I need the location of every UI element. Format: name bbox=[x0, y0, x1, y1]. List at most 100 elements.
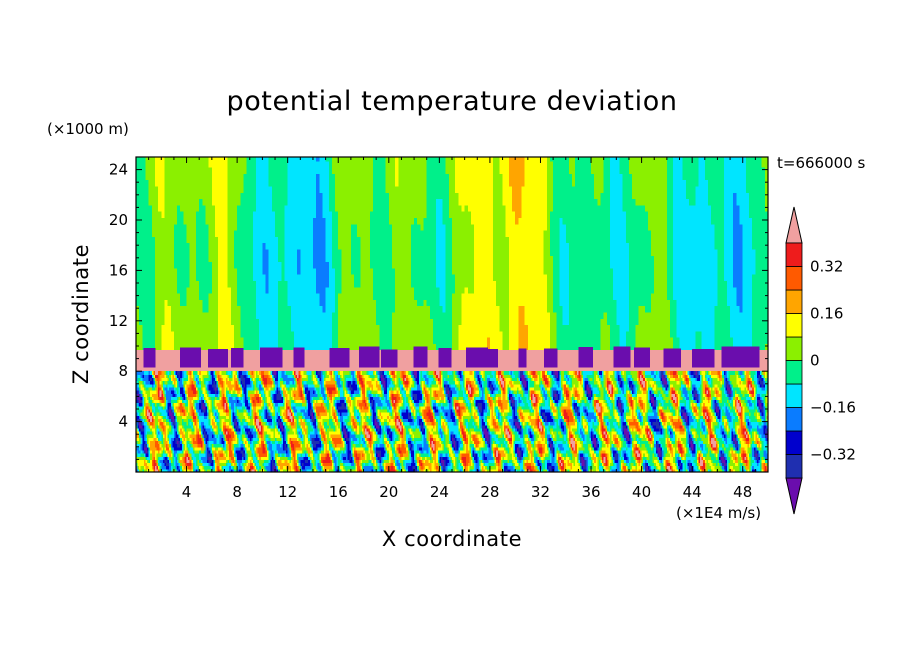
heatmap-cell bbox=[401, 236, 406, 244]
heatmap-cell bbox=[350, 337, 355, 344]
heatmap-cell bbox=[199, 330, 203, 338]
heatmap-cell bbox=[477, 217, 481, 225]
heatmap-cell bbox=[271, 293, 276, 300]
heatmap-cell bbox=[306, 173, 311, 181]
heatmap-cell bbox=[322, 198, 327, 206]
heatmap-cell bbox=[480, 337, 485, 344]
heatmap-cell bbox=[594, 167, 598, 174]
heatmap-cell bbox=[417, 280, 421, 288]
heatmap-cell bbox=[426, 167, 431, 174]
heatmap-cell bbox=[410, 204, 415, 212]
heatmap-cell bbox=[357, 173, 361, 181]
heatmap-cell bbox=[341, 204, 346, 212]
heatmap-cell bbox=[373, 157, 377, 162]
heatmap-cell bbox=[148, 167, 153, 174]
heatmap-cell bbox=[379, 293, 383, 300]
heatmap-cell bbox=[243, 204, 248, 212]
heatmap-cell bbox=[508, 204, 513, 212]
heatmap-cell bbox=[373, 204, 377, 212]
heatmap-cell bbox=[562, 330, 567, 338]
heatmap-cell bbox=[600, 261, 605, 269]
heatmap-cell bbox=[158, 261, 162, 269]
heatmap-cell bbox=[218, 173, 222, 181]
heatmap-cell bbox=[442, 248, 447, 256]
heatmap-cell bbox=[192, 192, 197, 200]
heatmap-cell bbox=[575, 211, 579, 218]
heatmap-cell bbox=[505, 157, 510, 162]
heatmap-field bbox=[136, 157, 768, 472]
heatmap-cell bbox=[534, 318, 538, 326]
heatmap-cell bbox=[584, 318, 589, 326]
heatmap-cell bbox=[218, 192, 222, 200]
heatmap-cell bbox=[410, 337, 415, 344]
heatmap-cell bbox=[568, 286, 573, 294]
heatmap-cell bbox=[183, 248, 188, 256]
heatmap-cell bbox=[486, 223, 491, 231]
heatmap-cell bbox=[186, 318, 191, 326]
heatmap-cell bbox=[347, 261, 352, 269]
heatmap-cell bbox=[341, 217, 346, 225]
heatmap-cell bbox=[278, 167, 282, 174]
heatmap-cell bbox=[388, 280, 393, 288]
heatmap-cell bbox=[398, 223, 402, 231]
heatmap-cell bbox=[461, 248, 466, 256]
heatmap-cell bbox=[597, 217, 602, 225]
heatmap-cell bbox=[603, 280, 608, 288]
heatmap-cell bbox=[575, 173, 579, 181]
heatmap-cell bbox=[436, 157, 440, 162]
heatmap-cell bbox=[199, 157, 203, 162]
heatmap-cell bbox=[284, 236, 289, 244]
heatmap-cell bbox=[562, 173, 567, 181]
heatmap-cell bbox=[325, 261, 330, 269]
heatmap-cell bbox=[322, 217, 327, 225]
heatmap-cell bbox=[281, 192, 286, 200]
heatmap-cell bbox=[496, 337, 500, 344]
heatmap-cell bbox=[442, 318, 447, 326]
heatmap-cell bbox=[218, 160, 222, 168]
heatmap-cell bbox=[139, 192, 143, 200]
heatmap-cell bbox=[628, 305, 633, 313]
heatmap-cell bbox=[622, 185, 627, 193]
heatmap-cell bbox=[455, 318, 459, 326]
heatmap-cell bbox=[445, 242, 450, 250]
heatmap-cell bbox=[606, 167, 611, 174]
heatmap-cell bbox=[360, 324, 365, 332]
heatmap-cell bbox=[227, 217, 232, 225]
heatmap-cell bbox=[568, 261, 573, 269]
heatmap-cell bbox=[559, 280, 564, 288]
heatmap-cell bbox=[537, 242, 541, 250]
heatmap-cell bbox=[281, 198, 286, 206]
heatmap-cell bbox=[180, 192, 184, 200]
heatmap-cell bbox=[328, 324, 333, 332]
heatmap-cell bbox=[540, 217, 545, 225]
heatmap-cell bbox=[565, 185, 570, 193]
heatmap-cell bbox=[186, 204, 191, 212]
heatmap-cell bbox=[319, 242, 323, 250]
heatmap-cell bbox=[344, 343, 349, 351]
heatmap-cell bbox=[568, 311, 573, 319]
heatmap-cell bbox=[452, 167, 456, 174]
heatmap-cell bbox=[196, 211, 200, 218]
heatmap-cell bbox=[597, 280, 602, 288]
heatmap-cell bbox=[357, 280, 361, 288]
heatmap-cell bbox=[619, 198, 624, 206]
heatmap-cell bbox=[192, 230, 197, 237]
heatmap-cell bbox=[619, 318, 624, 326]
heatmap-cell bbox=[271, 274, 276, 281]
heatmap-cell bbox=[167, 286, 172, 294]
heatmap-cell bbox=[382, 157, 387, 162]
heatmap-cell bbox=[410, 293, 415, 300]
heatmap-cell bbox=[218, 318, 222, 326]
heatmap-cell bbox=[237, 179, 241, 187]
heatmap-cell bbox=[445, 223, 450, 231]
heatmap-cell bbox=[613, 211, 617, 218]
heatmap-cell bbox=[625, 261, 630, 269]
heatmap-cell bbox=[429, 330, 434, 338]
heatmap-cell bbox=[170, 242, 175, 250]
heatmap-cell bbox=[461, 157, 466, 162]
heatmap-cell bbox=[540, 173, 545, 181]
heatmap-cell bbox=[565, 160, 570, 168]
heatmap-cell bbox=[480, 236, 485, 244]
heatmap-cell bbox=[196, 337, 200, 344]
heatmap-cell bbox=[161, 192, 165, 200]
